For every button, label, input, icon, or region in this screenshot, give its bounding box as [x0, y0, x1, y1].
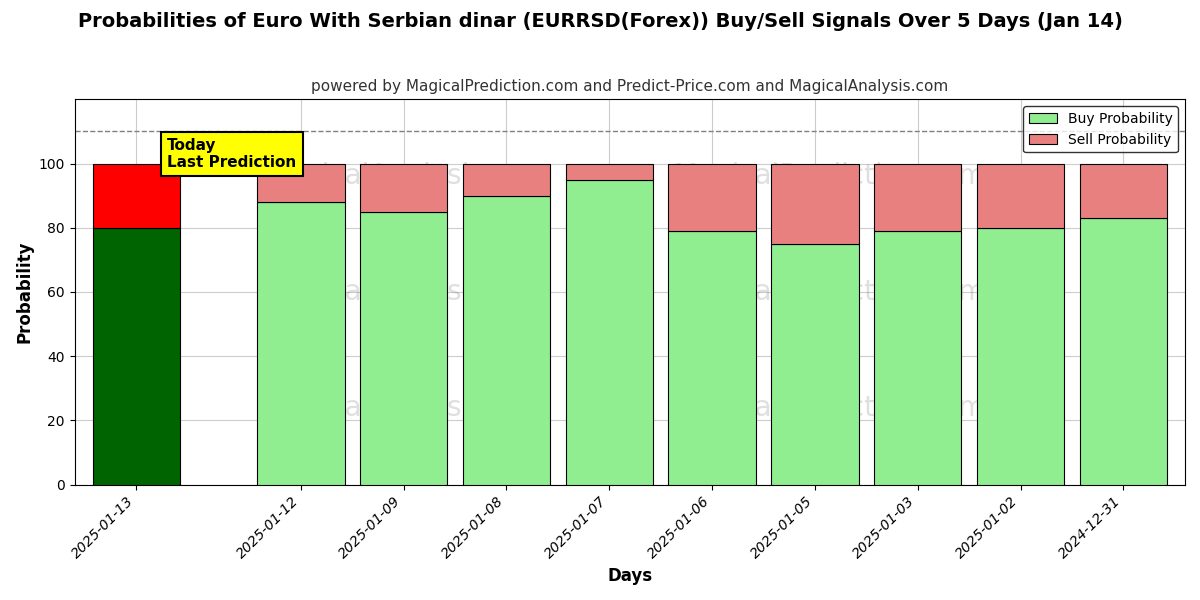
Text: Probabilities of Euro With Serbian dinar (EURRSD(Forex)) Buy/Sell Signals Over 5: Probabilities of Euro With Serbian dinar…	[78, 12, 1122, 31]
Text: MagicalPrediction.com: MagicalPrediction.com	[673, 163, 986, 190]
Bar	[360, 212, 448, 485]
Bar	[92, 228, 180, 485]
Bar	[977, 164, 1064, 228]
Title: powered by MagicalPrediction.com and Predict-Price.com and MagicalAnalysis.com: powered by MagicalPrediction.com and Pre…	[311, 79, 948, 94]
Bar	[874, 231, 961, 485]
Text: MagicalAnalysis.com: MagicalAnalysis.com	[263, 394, 552, 422]
Bar	[360, 164, 448, 212]
Bar	[1080, 218, 1168, 485]
Bar	[257, 202, 344, 485]
Text: MagicalPrediction.com: MagicalPrediction.com	[673, 278, 986, 306]
Bar	[463, 164, 550, 196]
Bar	[1080, 164, 1168, 218]
Text: MagicalPrediction.com: MagicalPrediction.com	[673, 394, 986, 422]
Bar	[565, 179, 653, 485]
Bar	[874, 164, 961, 231]
Bar	[92, 164, 180, 228]
Text: MagicalAnalysis.com: MagicalAnalysis.com	[263, 163, 552, 190]
Bar	[565, 164, 653, 179]
Bar	[668, 164, 756, 231]
X-axis label: Days: Days	[607, 567, 653, 585]
Bar	[772, 164, 858, 244]
Bar	[668, 231, 756, 485]
Text: MagicalAnalysis.com: MagicalAnalysis.com	[263, 278, 552, 306]
Y-axis label: Probability: Probability	[16, 241, 34, 343]
Text: Today
Last Prediction: Today Last Prediction	[167, 138, 296, 170]
Bar	[772, 244, 858, 485]
Bar	[463, 196, 550, 485]
Bar	[977, 228, 1064, 485]
Bar	[257, 164, 344, 202]
Legend: Buy Probability, Sell Probability: Buy Probability, Sell Probability	[1024, 106, 1178, 152]
